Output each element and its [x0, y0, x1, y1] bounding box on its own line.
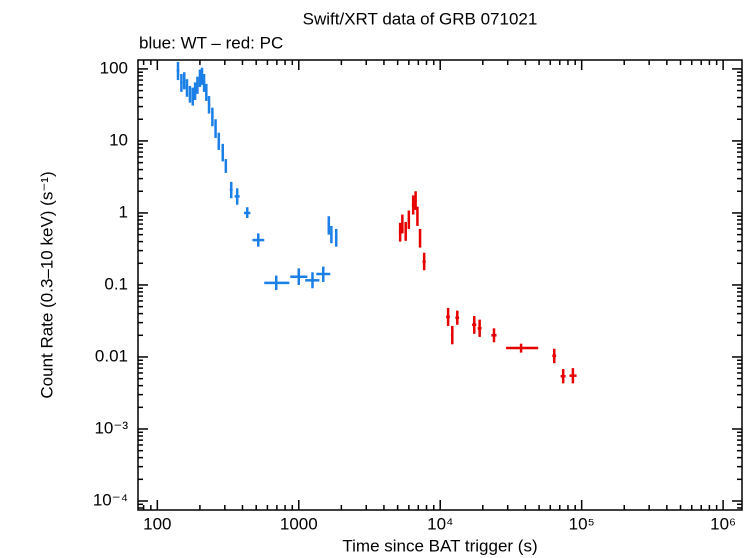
y-tick-label: 0.01 — [95, 346, 128, 365]
y-tick-label: 10 — [109, 130, 128, 149]
x-tick-label: 100 — [143, 514, 171, 533]
y-tick-label: 100 — [100, 58, 128, 77]
y-tick-label: 0.1 — [104, 274, 128, 293]
x-axis-label: Time since BAT trigger (s) — [342, 536, 537, 555]
plot-frame — [137, 59, 743, 511]
x-tick-label: 10⁶ — [710, 514, 736, 533]
y-tick-label: 10⁻³ — [94, 418, 128, 437]
chart-subtitle: blue: WT – red: PC — [139, 33, 283, 52]
chart-title: Swift/XRT data of GRB 071021 — [303, 9, 538, 28]
y-axis-label: Count Rate (0.3–10 keV) (s⁻¹) — [37, 171, 56, 398]
y-tick-label: 10⁻⁴ — [93, 490, 128, 509]
x-tick-label: 10⁵ — [569, 514, 595, 533]
x-tick-label: 1000 — [280, 514, 318, 533]
y-tick-label: 1 — [119, 202, 128, 221]
x-tick-label: 10⁴ — [427, 514, 453, 533]
